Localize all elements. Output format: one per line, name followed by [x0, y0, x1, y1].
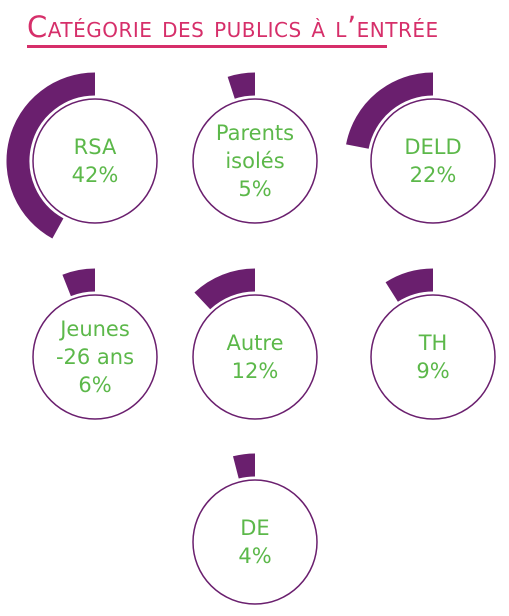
gauge-circle-deld	[370, 98, 496, 224]
gauge-parents-isoles: Parents isolés 5%	[192, 72, 318, 224]
category-label-parents-isoles-0: Parents	[216, 121, 294, 145]
gauge-th: TH 9%	[370, 268, 496, 420]
gauge-circle-autre	[192, 294, 318, 420]
gauge-arc-rsa	[6, 72, 96, 239]
category-label-parents-isoles-1: isolés	[225, 149, 284, 173]
category-label-jeunes-26-ans-1: -26 ans	[56, 345, 134, 369]
category-label-autre-0: Autre	[226, 331, 283, 355]
gauge-arc-th	[385, 268, 434, 302]
gauge-arc-jeunes-26-ans	[62, 268, 96, 297]
gauge-circle-de	[192, 479, 318, 605]
value-label-parents-isoles: 5%	[238, 177, 271, 201]
value-label-rsa: 42%	[72, 163, 119, 187]
value-label-th: 9%	[416, 359, 449, 383]
gauge-circle-rsa	[32, 98, 158, 224]
gauge-deld: DELD 22%	[346, 72, 496, 224]
value-label-deld: 22%	[410, 163, 457, 187]
gauge-rsa: RSA 42%	[6, 72, 158, 239]
gauge-circle-parents-isoles	[192, 98, 318, 224]
page-title: Catégorie des publics à l’entrée	[27, 10, 439, 44]
gauge-arc-autre	[194, 268, 256, 310]
value-label-jeunes-26-ans: 6%	[78, 373, 111, 397]
gauge-autre: Autre 12%	[192, 268, 318, 420]
gauge-jeunes-26-ans: Jeunes -26 ans 6%	[32, 268, 158, 420]
gauge-arc-de	[232, 453, 256, 479]
category-label-de-0: DE	[240, 516, 269, 540]
gauge-arc-deld	[346, 72, 434, 150]
value-label-autre: 12%	[232, 359, 279, 383]
category-label-jeunes-26-ans-0: Jeunes	[58, 317, 130, 341]
category-label-deld-0: DELD	[404, 135, 461, 159]
gauge-circle-jeunes-26-ans	[32, 294, 158, 420]
gauge-de: DE 4%	[192, 453, 318, 605]
value-label-de: 4%	[238, 544, 271, 568]
gauge-circle-th	[370, 294, 496, 420]
gauge-arc-parents-isoles	[227, 72, 256, 99]
category-label-rsa-0: RSA	[74, 135, 117, 159]
category-label-th-0: TH	[418, 331, 448, 355]
title-underline	[27, 45, 387, 48]
